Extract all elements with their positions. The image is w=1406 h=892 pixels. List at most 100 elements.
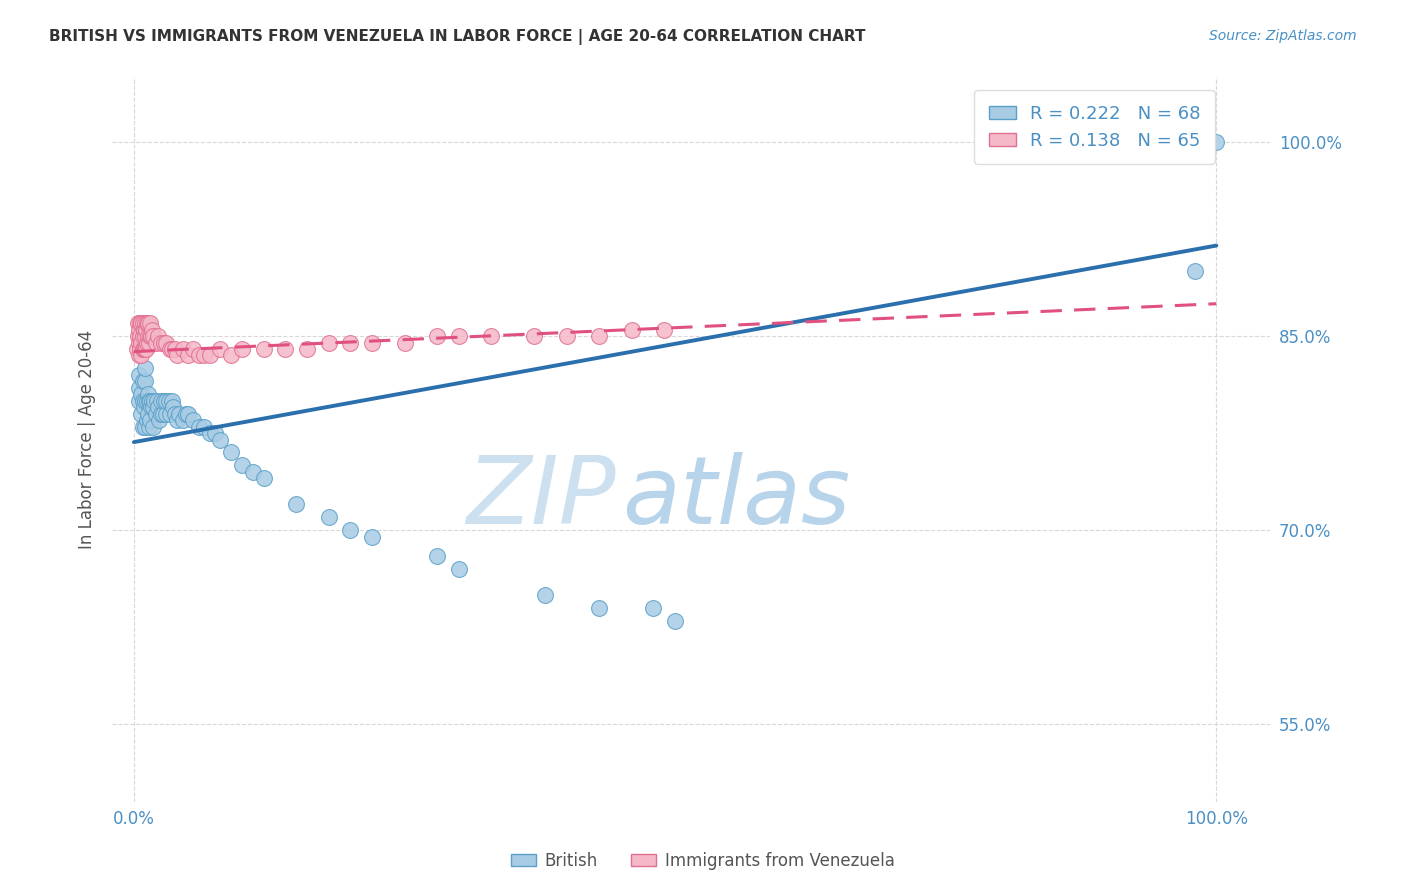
British bbox=[131, 375, 153, 389]
Immigrants from Venezuela bbox=[131, 316, 153, 330]
British bbox=[339, 523, 361, 537]
Immigrants from Venezuela bbox=[153, 335, 176, 350]
Immigrants from Venezuela bbox=[128, 349, 150, 363]
British bbox=[141, 393, 163, 408]
British bbox=[664, 614, 686, 628]
Immigrants from Venezuela bbox=[177, 349, 200, 363]
British bbox=[160, 393, 183, 408]
Immigrants from Venezuela bbox=[253, 342, 276, 356]
British bbox=[193, 419, 215, 434]
Immigrants from Venezuela bbox=[394, 335, 416, 350]
Immigrants from Venezuela bbox=[131, 335, 153, 350]
British bbox=[318, 510, 340, 524]
Immigrants from Venezuela bbox=[652, 323, 675, 337]
Legend: R = 0.222   N = 68, R = 0.138   N = 65: R = 0.222 N = 68, R = 0.138 N = 65 bbox=[974, 90, 1215, 164]
Immigrants from Venezuela bbox=[146, 329, 169, 343]
Immigrants from Venezuela bbox=[132, 342, 155, 356]
Immigrants from Venezuela bbox=[127, 316, 149, 330]
Immigrants from Venezuela bbox=[523, 329, 546, 343]
Immigrants from Venezuela bbox=[131, 316, 153, 330]
British bbox=[136, 407, 159, 421]
British bbox=[159, 407, 181, 421]
British bbox=[138, 393, 160, 408]
British bbox=[174, 407, 197, 421]
Immigrants from Venezuela bbox=[131, 342, 153, 356]
Immigrants from Venezuela bbox=[128, 335, 150, 350]
British bbox=[534, 588, 557, 602]
Immigrants from Venezuela bbox=[134, 342, 156, 356]
British bbox=[145, 407, 167, 421]
Immigrants from Venezuela bbox=[620, 323, 643, 337]
Immigrants from Venezuela bbox=[172, 342, 194, 356]
British bbox=[131, 387, 153, 401]
Immigrants from Venezuela bbox=[198, 349, 221, 363]
British bbox=[1205, 135, 1227, 149]
British bbox=[157, 393, 180, 408]
Immigrants from Venezuela bbox=[166, 349, 188, 363]
British bbox=[447, 562, 470, 576]
British bbox=[183, 413, 205, 427]
British bbox=[162, 400, 184, 414]
Immigrants from Venezuela bbox=[136, 329, 159, 343]
Immigrants from Venezuela bbox=[231, 342, 253, 356]
Immigrants from Venezuela bbox=[141, 323, 163, 337]
Immigrants from Venezuela bbox=[131, 329, 153, 343]
British bbox=[209, 433, 232, 447]
Immigrants from Venezuela bbox=[187, 349, 209, 363]
British bbox=[139, 413, 162, 427]
British bbox=[136, 387, 159, 401]
British bbox=[177, 407, 200, 421]
British bbox=[134, 361, 156, 376]
Immigrants from Venezuela bbox=[163, 342, 186, 356]
British bbox=[134, 375, 156, 389]
Text: atlas: atlas bbox=[621, 452, 851, 543]
Immigrants from Venezuela bbox=[588, 329, 610, 343]
British bbox=[128, 381, 150, 395]
Immigrants from Venezuela bbox=[135, 323, 157, 337]
British bbox=[187, 419, 209, 434]
Immigrants from Venezuela bbox=[159, 342, 181, 356]
Immigrants from Venezuela bbox=[136, 316, 159, 330]
British bbox=[426, 549, 449, 563]
British bbox=[149, 393, 172, 408]
British bbox=[132, 400, 155, 414]
Immigrants from Venezuela bbox=[361, 335, 384, 350]
Legend: British, Immigrants from Venezuela: British, Immigrants from Venezuela bbox=[505, 846, 901, 877]
British bbox=[155, 407, 177, 421]
Immigrants from Venezuela bbox=[134, 329, 156, 343]
Immigrants from Venezuela bbox=[129, 329, 152, 343]
British bbox=[142, 419, 165, 434]
British bbox=[166, 413, 188, 427]
Immigrants from Venezuela bbox=[139, 316, 162, 330]
Immigrants from Venezuela bbox=[135, 316, 157, 330]
Immigrants from Venezuela bbox=[193, 349, 215, 363]
Immigrants from Venezuela bbox=[131, 349, 153, 363]
British bbox=[139, 393, 162, 408]
Immigrants from Venezuela bbox=[339, 335, 361, 350]
British bbox=[152, 407, 174, 421]
Immigrants from Venezuela bbox=[127, 329, 149, 343]
British bbox=[128, 368, 150, 382]
British bbox=[131, 419, 153, 434]
British bbox=[155, 393, 177, 408]
British bbox=[643, 600, 665, 615]
Immigrants from Venezuela bbox=[129, 316, 152, 330]
Immigrants from Venezuela bbox=[132, 323, 155, 337]
Immigrants from Venezuela bbox=[295, 342, 318, 356]
British bbox=[146, 400, 169, 414]
British bbox=[134, 419, 156, 434]
Immigrants from Venezuela bbox=[138, 335, 160, 350]
British bbox=[221, 445, 243, 459]
British bbox=[143, 393, 166, 408]
Immigrants from Venezuela bbox=[142, 329, 165, 343]
Immigrants from Venezuela bbox=[479, 329, 502, 343]
Text: ZIP: ZIP bbox=[467, 452, 616, 543]
Text: BRITISH VS IMMIGRANTS FROM VENEZUELA IN LABOR FORCE | AGE 20-64 CORRELATION CHAR: BRITISH VS IMMIGRANTS FROM VENEZUELA IN … bbox=[49, 29, 866, 45]
British bbox=[163, 407, 186, 421]
British bbox=[253, 471, 276, 485]
Immigrants from Venezuela bbox=[145, 335, 167, 350]
British bbox=[153, 393, 176, 408]
Immigrants from Venezuela bbox=[426, 329, 449, 343]
British bbox=[128, 393, 150, 408]
Immigrants from Venezuela bbox=[134, 316, 156, 330]
